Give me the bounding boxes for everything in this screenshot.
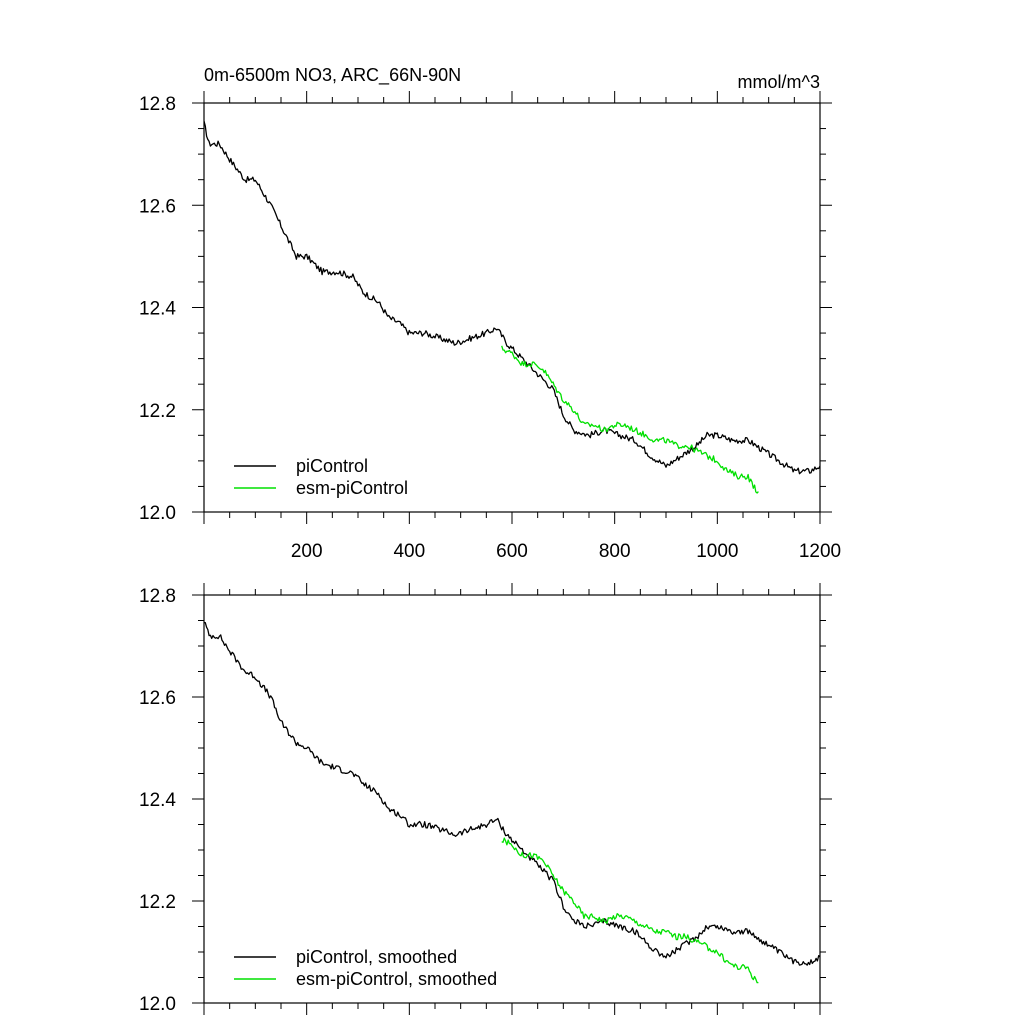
y-tick-label: 12.4 (139, 790, 176, 811)
units-label: mmol/m^3 (738, 72, 820, 92)
y-tick-label: 12.6 (139, 688, 176, 709)
legend-label: esm-piControl, smoothed (296, 969, 497, 989)
y-tick-label: 12.8 (139, 586, 176, 607)
plot-frame (203, 102, 821, 513)
y-tick-label: 12.2 (139, 401, 176, 422)
series-line-esm-picontrol (501, 345, 759, 494)
top-panel: 12.0 12.2 12.4 12.6 12.8 200 400 600 800 1000 1200… (139, 65, 841, 562)
bottom-panel: 12.0 12.2 12.4 12.6 12.8 piControl, smoothede… (139, 583, 832, 1015)
legend-label: esm-piControl (296, 478, 408, 498)
x-tick-label: 1200 (799, 541, 841, 562)
series-line-picontrol-smoothed (204, 621, 820, 966)
series-line-esm-picontrol-smoothed (501, 837, 759, 984)
legend-label: piControl (296, 456, 368, 476)
x-tick-label: 200 (291, 541, 323, 562)
series-line-picontrol (204, 120, 820, 475)
x-tick-label: 400 (393, 541, 425, 562)
plot-frame (203, 594, 821, 1004)
legend-label: piControl, smoothed (296, 947, 457, 967)
y-tick-label: 12.6 (139, 196, 176, 217)
y-tick-label: 12.8 (139, 94, 176, 115)
y-tick-label: 12.2 (139, 892, 176, 913)
x-tick-label: 1000 (696, 541, 738, 562)
y-tick-label: 12.0 (139, 503, 176, 524)
x-tick-label: 600 (496, 541, 528, 562)
chart-title: 0m-6500m NO3, ARC_66N-90N (204, 65, 461, 86)
y-tick-label: 12.4 (139, 299, 176, 320)
y-tick-label: 12.0 (139, 994, 176, 1015)
x-tick-label: 800 (599, 541, 631, 562)
